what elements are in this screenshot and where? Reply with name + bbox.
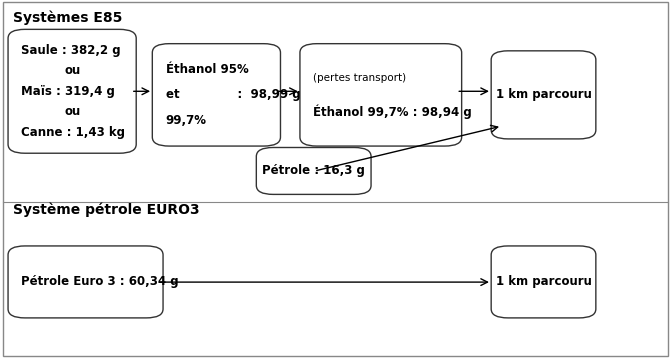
Text: 1 km parcouru: 1 km parcouru xyxy=(496,275,591,289)
FancyBboxPatch shape xyxy=(491,246,596,318)
FancyBboxPatch shape xyxy=(8,29,136,153)
Text: Saule : 382,2 g: Saule : 382,2 g xyxy=(21,44,121,57)
Text: 99,7%: 99,7% xyxy=(166,114,207,127)
Text: ou: ou xyxy=(64,105,81,118)
FancyBboxPatch shape xyxy=(256,147,371,194)
Text: Éthanol 95%: Éthanol 95% xyxy=(166,63,248,76)
Text: Canne : 1,43 kg: Canne : 1,43 kg xyxy=(21,126,125,139)
Text: Système pétrole EURO3: Système pétrole EURO3 xyxy=(13,202,200,217)
Text: et              :  98,99 g: et : 98,99 g xyxy=(166,88,301,101)
FancyBboxPatch shape xyxy=(152,44,280,146)
Text: Pétrole : 16,3 g: Pétrole : 16,3 g xyxy=(262,164,365,178)
Text: ou: ou xyxy=(64,64,81,77)
FancyBboxPatch shape xyxy=(300,44,462,146)
FancyBboxPatch shape xyxy=(8,246,163,318)
Text: Éthanol 99,7% : 98,94 g: Éthanol 99,7% : 98,94 g xyxy=(313,105,472,119)
Text: Systèmes E85: Systèmes E85 xyxy=(13,11,123,25)
FancyBboxPatch shape xyxy=(3,2,668,356)
FancyBboxPatch shape xyxy=(491,51,596,139)
Text: Pétrole Euro 3 : 60,34 g: Pétrole Euro 3 : 60,34 g xyxy=(21,275,179,289)
Text: (pertes transport): (pertes transport) xyxy=(313,73,407,83)
Text: 1 km parcouru: 1 km parcouru xyxy=(496,88,591,101)
Text: Maïs : 319,4 g: Maïs : 319,4 g xyxy=(21,85,115,98)
